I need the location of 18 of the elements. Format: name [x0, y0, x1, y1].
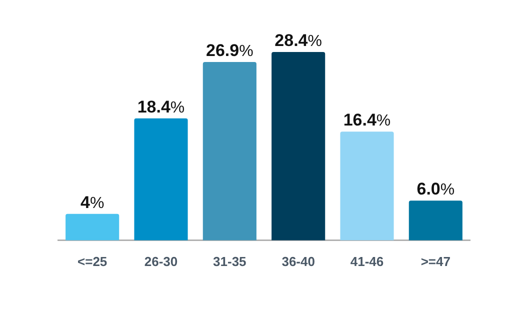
x-tick-label: 31-35 — [213, 254, 246, 269]
x-tick-label: 26-30 — [144, 254, 178, 269]
data-label: 18.4% — [137, 97, 185, 116]
bar — [408, 200, 462, 240]
x-tick-label: 36-40 — [282, 254, 315, 269]
bar — [340, 132, 394, 240]
x-tick-label: >=47 — [420, 254, 450, 269]
bar — [66, 214, 120, 240]
x-tick-label: <=25 — [78, 254, 108, 269]
bar — [134, 118, 188, 240]
data-label: 16.4% — [343, 110, 391, 130]
bar — [202, 62, 256, 240]
data-label: 4% — [80, 192, 104, 212]
data-label: 28.4% — [274, 31, 322, 50]
bar — [272, 52, 326, 240]
data-label: 6.0% — [416, 180, 455, 199]
x-tick-label: 41-46 — [350, 254, 384, 269]
data-label: 26.9% — [206, 40, 254, 60]
